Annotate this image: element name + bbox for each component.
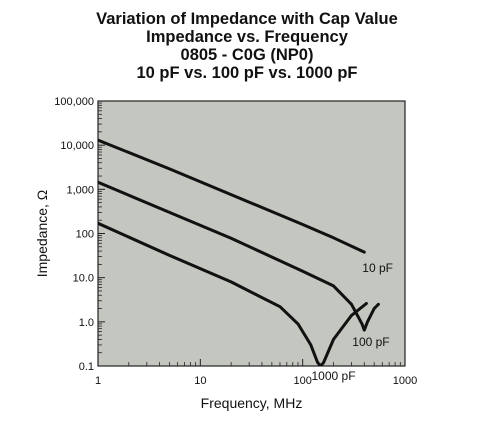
chart-title-line-1: Variation of Impedance with Cap Value <box>96 10 398 28</box>
x-tick-label: 100 <box>293 375 311 387</box>
x-axis-title: Frequency, MHz <box>201 395 303 411</box>
tick-layer: 1 10 100 1000 0.1 1.0 10.0 100 1,000 10,000 100,00… <box>54 96 417 387</box>
series-label-1000-pf: 1000 pF <box>311 369 355 383</box>
series-line-1000-pf <box>98 221 368 366</box>
series-label-10-pf: 10 pF <box>362 261 393 275</box>
x-tick-label: 1 <box>95 375 101 387</box>
y-tick-label: 0.1 <box>79 361 94 373</box>
chart-title-line-3: 0805 - C0G (NP0) <box>180 46 314 64</box>
series-label-layer: 10 pF 100 pF 1000 pF <box>311 261 392 383</box>
x-tick-label: 1000 <box>393 375 417 387</box>
y-tick-label: 1,000 <box>66 184 94 196</box>
y-axis-title: Impedance, Ω <box>34 190 50 278</box>
series-label-100-pf: 100 pF <box>352 335 389 349</box>
y-tick-label: 100 <box>76 229 94 241</box>
plot-area <box>97 100 406 367</box>
chart-title-block: Variation of Impedance with Cap Value Im… <box>0 10 494 82</box>
chart-title-line-4: 10 pF vs. 100 pF vs. 1000 pF <box>136 64 358 82</box>
y-tick-label: 100,000 <box>54 96 94 108</box>
series-layer <box>98 138 380 366</box>
chart-title-line-2: Impedance vs. Frequency <box>146 28 348 46</box>
y-tick-label: 1.0 <box>79 317 94 329</box>
y-tick-label: 10.0 <box>73 273 94 285</box>
series-line-10-pf <box>98 138 366 254</box>
x-tick-label: 10 <box>194 375 206 387</box>
y-tick-label: 10,000 <box>60 140 94 152</box>
series-line-100-pf <box>98 180 380 332</box>
